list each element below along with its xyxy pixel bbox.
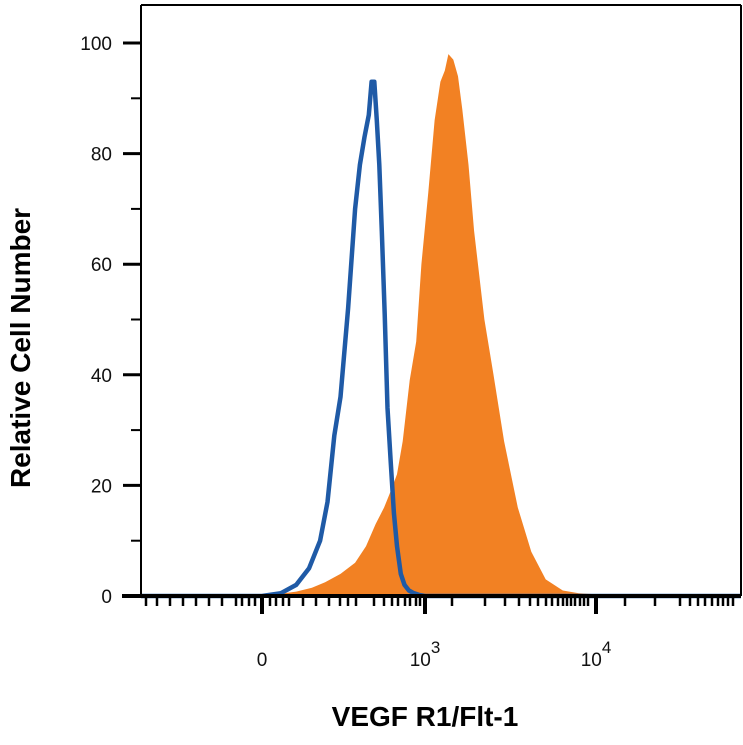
y-tick-label: 40 bbox=[91, 366, 112, 387]
y-tick-label: 100 bbox=[80, 34, 112, 55]
plot-frame bbox=[122, 4, 742, 598]
x-axis: 0 103 104 bbox=[144, 596, 735, 671]
series-outline-histogram bbox=[141, 79, 741, 599]
x-tick-exponent: 4 bbox=[602, 638, 611, 657]
y-axis-title: Relative Cell Number bbox=[5, 208, 36, 488]
x-tick-exponent: 3 bbox=[431, 638, 440, 657]
plot-series bbox=[141, 54, 741, 599]
x-tick-label: 103 bbox=[410, 638, 441, 671]
y-tick-label: 80 bbox=[91, 145, 112, 166]
y-tick-label: 60 bbox=[91, 255, 112, 276]
x-axis-title: VEGF R1/Flt-1 bbox=[332, 701, 519, 732]
x-tick-label: 104 bbox=[581, 638, 612, 671]
series-filled-histogram bbox=[262, 54, 736, 597]
y-axis: 0 20 40 60 80 100 bbox=[80, 34, 141, 608]
y-tick-label: 20 bbox=[91, 476, 112, 497]
x-tick-label: 0 bbox=[257, 650, 268, 671]
y-tick-label: 0 bbox=[101, 587, 112, 608]
